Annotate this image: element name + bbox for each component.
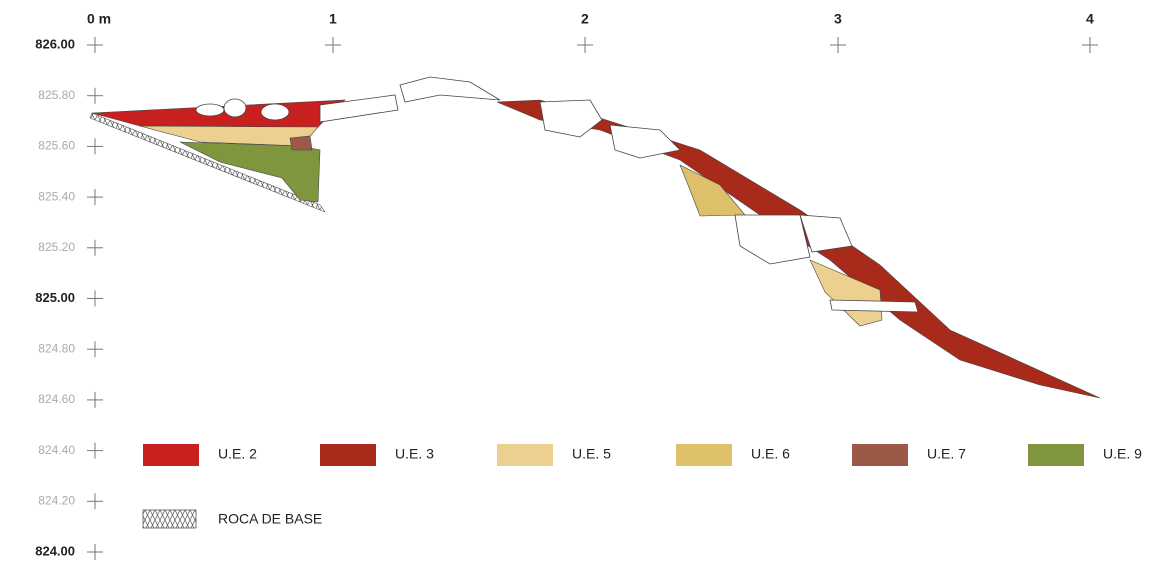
y-label: 824.40 [38,443,75,457]
legend: U.E. 2 U.E. 3 U.E. 5 U.E. 6 U.E. 7 U.E. 9 ROCA… [143,444,1142,528]
layer-ue9 [180,142,320,202]
section-drawing: 0 m 1 2 3 4 826.00 825.80 825.60 825.40 825.20 825… [0,0,1165,563]
y-label: 825.00 [35,290,75,305]
legend-label: U.E. 2 [218,446,257,462]
y-label: 825.60 [38,139,75,153]
stone [320,95,398,122]
y-label: 824.60 [38,392,75,406]
stone [735,215,810,264]
profile [90,77,1100,398]
stone [261,104,289,120]
y-label: 824.00 [35,543,75,558]
y-label: 825.80 [38,88,75,102]
x-label: 1 [329,11,337,27]
scale: 0 m 1 2 3 4 826.00 825.80 825.60 825.40 825.20 825… [35,11,1098,560]
x-label: 3 [834,11,842,27]
stone [540,100,602,137]
legend-swatch [852,444,908,466]
legend-label: U.E. 6 [751,446,790,462]
legend-swatch [1028,444,1084,466]
stone [830,300,918,312]
x-label: 4 [1086,11,1094,27]
x-label: 2 [581,11,589,27]
x-label: 0 m [87,11,111,27]
legend-label: U.E. 7 [927,446,966,462]
legend-swatch [320,444,376,466]
stone [196,104,224,116]
legend-label: U.E. 5 [572,446,611,462]
y-label: 825.20 [38,240,75,254]
legend-label: U.E. 3 [395,446,434,462]
legend-swatch [143,444,199,466]
stone [224,99,246,117]
legend-swatch [497,444,553,466]
legend-label: U.E. 9 [1103,446,1142,462]
y-label: 824.80 [38,341,75,355]
y-label: 825.40 [38,189,75,203]
y-label: 826.00 [35,36,75,51]
y-label: 824.20 [38,493,75,507]
stone [400,77,500,102]
legend-swatch [143,510,196,528]
layer-ue7 [290,136,312,150]
legend-label: ROCA DE BASE [218,511,322,527]
legend-swatch [676,444,732,466]
